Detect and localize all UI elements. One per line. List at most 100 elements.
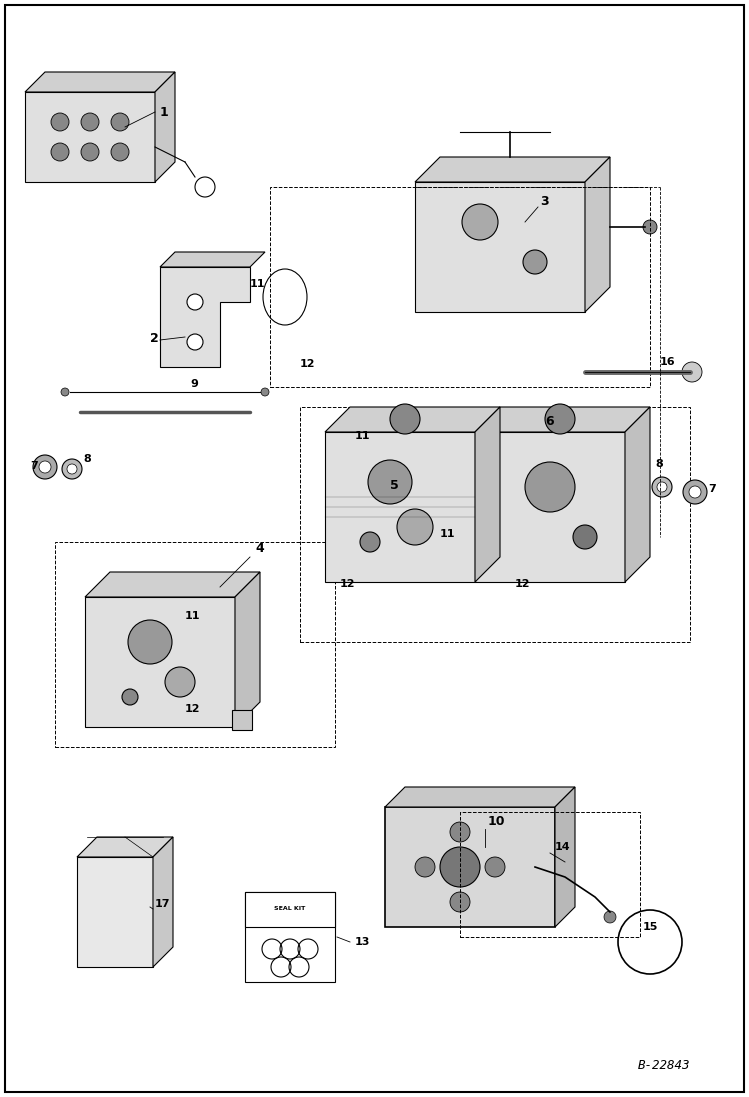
Polygon shape (160, 267, 250, 367)
Circle shape (165, 667, 195, 697)
Circle shape (462, 204, 498, 240)
Bar (270, 186, 650, 387)
Circle shape (195, 177, 215, 197)
Circle shape (682, 362, 702, 382)
Polygon shape (85, 572, 260, 597)
Circle shape (683, 480, 707, 504)
Polygon shape (555, 787, 575, 927)
Bar (232, 710, 252, 730)
Circle shape (545, 404, 575, 434)
Text: 11: 11 (185, 611, 201, 621)
Ellipse shape (167, 629, 203, 685)
Circle shape (187, 294, 203, 310)
Polygon shape (153, 837, 173, 966)
Bar (325, 432, 475, 583)
Text: 8: 8 (83, 454, 91, 464)
Circle shape (368, 460, 412, 504)
Text: 9: 9 (190, 378, 198, 389)
Circle shape (51, 143, 69, 161)
Text: 14: 14 (555, 842, 571, 852)
Text: 11: 11 (355, 431, 371, 441)
Ellipse shape (148, 612, 172, 652)
Text: 5: 5 (390, 479, 398, 491)
Circle shape (360, 532, 380, 552)
Circle shape (450, 822, 470, 842)
Bar (385, 807, 555, 927)
Text: 12: 12 (185, 704, 201, 714)
Polygon shape (160, 252, 265, 267)
Bar (245, 892, 335, 982)
Bar (77, 857, 153, 966)
Bar (475, 432, 625, 583)
Text: 17: 17 (155, 900, 171, 909)
Text: 7: 7 (30, 461, 38, 471)
Bar (245, 892, 335, 927)
Text: 16: 16 (660, 357, 676, 367)
Text: 2: 2 (150, 332, 159, 344)
Ellipse shape (328, 419, 372, 475)
Bar (300, 407, 690, 642)
Circle shape (128, 620, 172, 664)
Polygon shape (155, 72, 175, 182)
Polygon shape (475, 407, 500, 583)
Polygon shape (625, 407, 650, 583)
Circle shape (657, 482, 667, 491)
Ellipse shape (263, 269, 307, 325)
Circle shape (397, 509, 433, 545)
Text: 11: 11 (440, 529, 455, 539)
Text: 1: 1 (160, 105, 169, 118)
Polygon shape (415, 157, 610, 182)
Circle shape (62, 459, 82, 479)
Polygon shape (325, 407, 500, 432)
Circle shape (689, 486, 701, 498)
Ellipse shape (153, 667, 177, 706)
Text: SEAL KIT: SEAL KIT (274, 906, 306, 912)
Text: 4: 4 (255, 542, 264, 555)
Text: 7: 7 (708, 484, 716, 494)
Text: 12: 12 (300, 359, 315, 369)
Polygon shape (77, 837, 173, 857)
Polygon shape (475, 407, 650, 432)
Circle shape (652, 477, 672, 497)
Bar (415, 182, 585, 312)
Circle shape (51, 113, 69, 131)
Circle shape (523, 250, 547, 274)
Circle shape (187, 333, 203, 350)
Circle shape (61, 388, 69, 396)
Text: 15: 15 (643, 921, 658, 932)
Polygon shape (25, 72, 175, 92)
Circle shape (81, 113, 99, 131)
Circle shape (525, 462, 575, 512)
Text: 8: 8 (655, 459, 663, 470)
Circle shape (81, 143, 99, 161)
Circle shape (111, 143, 129, 161)
Circle shape (415, 857, 435, 877)
Text: 10: 10 (488, 815, 506, 828)
Circle shape (604, 911, 616, 923)
Text: 12: 12 (340, 579, 356, 589)
Circle shape (390, 404, 420, 434)
Polygon shape (585, 157, 610, 312)
Bar (25, 92, 155, 182)
Circle shape (33, 455, 57, 479)
Polygon shape (235, 572, 260, 727)
Circle shape (485, 857, 505, 877)
Text: B-22843: B-22843 (637, 1059, 690, 1072)
Circle shape (573, 525, 597, 548)
Bar (460, 812, 640, 937)
Circle shape (39, 461, 51, 473)
Text: 11: 11 (250, 279, 265, 289)
Circle shape (122, 689, 138, 705)
Circle shape (450, 892, 470, 912)
Text: 12: 12 (515, 579, 530, 589)
Text: 3: 3 (540, 195, 548, 208)
Ellipse shape (433, 514, 477, 570)
Text: 6: 6 (545, 415, 554, 428)
Polygon shape (385, 787, 575, 807)
Text: 13: 13 (355, 937, 370, 947)
Bar (85, 597, 235, 727)
Circle shape (67, 464, 77, 474)
Circle shape (643, 220, 657, 234)
Circle shape (440, 847, 480, 887)
Bar (55, 542, 335, 747)
